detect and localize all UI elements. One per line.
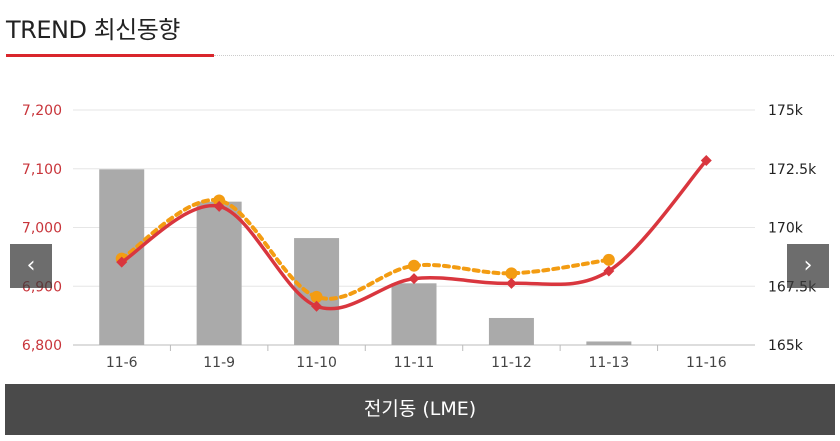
- orange-point: [310, 290, 323, 303]
- red-point: [603, 265, 615, 277]
- next-arrow-button[interactable]: ›: [787, 244, 829, 288]
- left-axis-tick: 7,200: [22, 103, 62, 119]
- red-point: [116, 256, 128, 268]
- commodity-label[interactable]: 전기동 (LME): [5, 384, 835, 435]
- right-axis-tick: 165k: [768, 338, 804, 354]
- left-axis-tick: 7,100: [22, 162, 62, 178]
- prev-arrow-button[interactable]: ‹: [10, 244, 52, 288]
- trend-chart: 7,2007,1007,0006,9006,800175k172.5k170k1…: [22, 103, 817, 371]
- page-title: TREND 최신동향: [6, 16, 180, 44]
- right-axis-tick: 172.5k: [768, 162, 817, 178]
- left-axis-tick: 6,800: [22, 338, 62, 354]
- x-axis-tick-label: 11-10: [296, 355, 337, 371]
- x-axis-tick-label: 11-9: [203, 355, 235, 371]
- chevron-right-icon: ›: [803, 253, 813, 278]
- title-underline: [6, 54, 214, 57]
- red-point: [311, 300, 323, 312]
- x-axis-tick-label: 11-16: [686, 355, 727, 371]
- orange-point: [505, 267, 518, 280]
- orange-point: [213, 194, 226, 207]
- bar: [488, 317, 534, 345]
- title-divider: [214, 55, 834, 56]
- red-point: [408, 273, 420, 285]
- x-axis-tick-label: 11-12: [491, 355, 532, 371]
- x-axis-tick-label: 11-11: [394, 355, 435, 371]
- chevron-left-icon: ‹: [26, 253, 36, 278]
- right-axis-tick: 170k: [768, 221, 804, 237]
- red-point: [213, 200, 225, 212]
- red-point: [700, 155, 712, 167]
- left-axis-tick: 7,000: [22, 221, 62, 237]
- bar: [586, 341, 632, 345]
- right-axis-tick: 175k: [768, 103, 804, 119]
- bar: [196, 201, 242, 345]
- x-axis-tick-label: 11-13: [589, 355, 630, 371]
- orange-point: [602, 253, 615, 266]
- red-point: [505, 277, 517, 289]
- bar: [391, 283, 437, 345]
- x-axis-tick-label: 11-6: [106, 355, 138, 371]
- orange-point: [408, 259, 420, 272]
